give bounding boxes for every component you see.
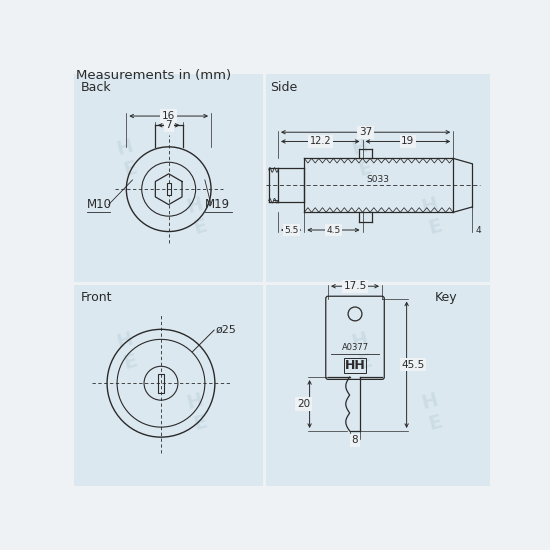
Text: 37: 37 [359,127,372,137]
Bar [158,373,164,393]
Text: Back: Back [81,81,112,95]
Text: H
E: H E [419,390,445,435]
Text: 16: 16 [162,111,175,121]
Text: 20: 20 [297,399,310,409]
Text: H
E: H E [115,136,141,180]
Text: Side: Side [271,81,298,95]
Text: 5.5: 5.5 [284,226,298,234]
Text: M19: M19 [205,199,230,211]
Text: 8: 8 [351,435,359,445]
Bar [74,74,263,282]
Text: H
E: H E [350,329,376,373]
Bar [74,285,263,486]
Text: H
E: H E [184,390,210,435]
Text: Key: Key [434,291,457,304]
Bar [267,285,490,486]
Text: H
E: H E [115,329,141,373]
Text: 12.2: 12.2 [310,136,331,146]
Bar [267,74,490,282]
Text: Front: Front [81,291,112,304]
Text: ø25: ø25 [216,325,236,335]
Text: A0377: A0377 [342,343,369,352]
Text: 17.5: 17.5 [343,281,367,291]
Text: 7: 7 [166,120,172,130]
Text: S033: S033 [366,175,389,184]
Text: 19: 19 [402,136,415,146]
Text: H
E: H E [184,194,210,238]
Bar [167,183,170,195]
Text: Measurements in (mm): Measurements in (mm) [76,69,232,82]
Text: 4: 4 [475,226,481,234]
Text: H
E: H E [419,194,445,238]
Text: HH: HH [345,359,365,372]
Text: 4.5: 4.5 [326,226,340,234]
Text: M10: M10 [87,199,112,211]
Text: 45.5: 45.5 [401,360,425,370]
Text: H
E: H E [350,136,376,180]
Bar [344,358,366,373]
